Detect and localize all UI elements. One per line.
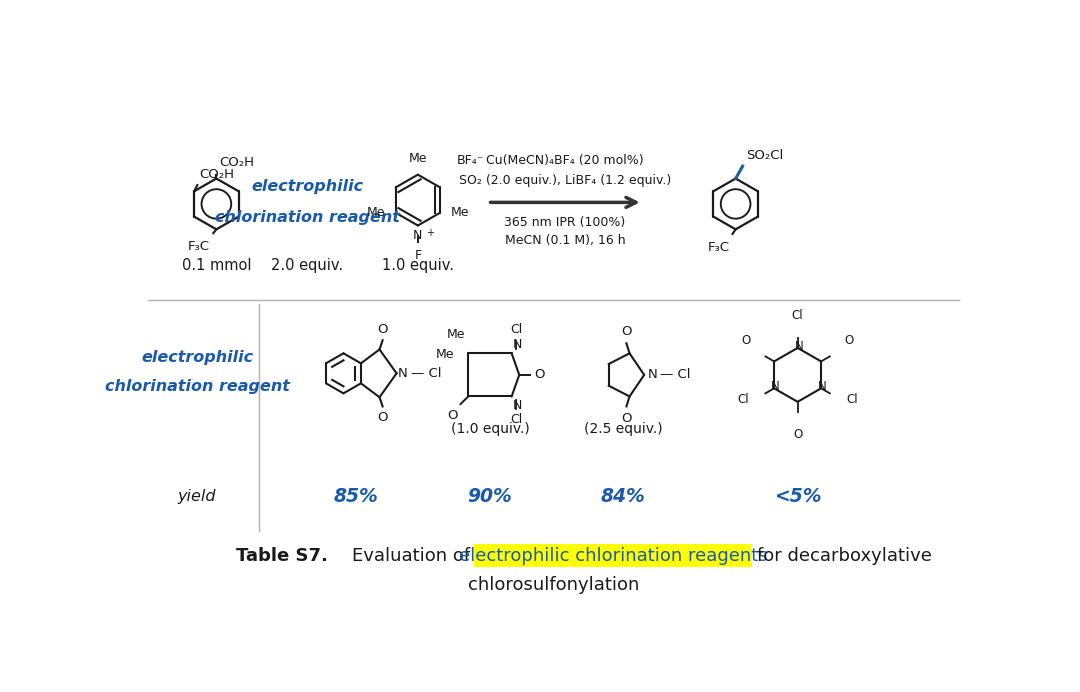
Text: Cl: Cl bbox=[510, 323, 523, 336]
Text: O: O bbox=[377, 322, 388, 336]
Text: F₃C: F₃C bbox=[707, 241, 729, 254]
Text: O: O bbox=[845, 334, 853, 347]
Text: SO₂ (2.0 equiv.), LiBF₄ (1.2 equiv.): SO₂ (2.0 equiv.), LiBF₄ (1.2 equiv.) bbox=[459, 174, 672, 188]
Text: 84%: 84% bbox=[600, 487, 646, 506]
Text: BF₄⁻: BF₄⁻ bbox=[457, 154, 484, 167]
Text: <5%: <5% bbox=[774, 487, 822, 506]
Text: electrophilic chlorination reagents: electrophilic chlorination reagents bbox=[459, 547, 768, 565]
Text: Cl: Cl bbox=[792, 309, 804, 322]
Text: Me: Me bbox=[447, 328, 465, 341]
Text: Me: Me bbox=[450, 206, 470, 219]
Text: O: O bbox=[535, 368, 545, 381]
Text: Cl: Cl bbox=[738, 393, 750, 406]
Text: F₃C: F₃C bbox=[188, 240, 211, 253]
Text: Evaluation of: Evaluation of bbox=[352, 547, 470, 565]
Text: O: O bbox=[793, 428, 802, 441]
Text: SO₂Cl: SO₂Cl bbox=[745, 149, 783, 161]
Text: yield: yield bbox=[178, 489, 216, 504]
Text: 1.0 equiv.: 1.0 equiv. bbox=[382, 258, 454, 273]
Text: Cl: Cl bbox=[510, 413, 523, 426]
Text: Cu(MeCN)₄BF₄ (20 mol%): Cu(MeCN)₄BF₄ (20 mol%) bbox=[486, 154, 644, 167]
Text: +: + bbox=[426, 228, 434, 238]
Text: (1.0 equiv.): (1.0 equiv.) bbox=[450, 421, 529, 436]
Text: — Cl: — Cl bbox=[660, 368, 690, 381]
Text: N: N bbox=[795, 340, 804, 353]
Text: O: O bbox=[621, 325, 632, 338]
FancyBboxPatch shape bbox=[474, 545, 752, 567]
Text: N: N bbox=[513, 338, 523, 351]
Text: Me: Me bbox=[408, 152, 427, 165]
Text: 85%: 85% bbox=[334, 487, 378, 506]
Text: O: O bbox=[742, 334, 751, 347]
Text: O: O bbox=[377, 411, 388, 424]
Text: (2.5 equiv.): (2.5 equiv.) bbox=[584, 421, 662, 436]
Text: 365 nm IPR (100%): 365 nm IPR (100%) bbox=[504, 216, 625, 229]
Text: Me: Me bbox=[436, 348, 455, 361]
Text: F: F bbox=[415, 248, 421, 262]
Text: N: N bbox=[771, 381, 780, 393]
Text: CO₂H: CO₂H bbox=[199, 168, 234, 181]
Text: N: N bbox=[819, 381, 827, 393]
Text: O: O bbox=[621, 412, 632, 425]
Text: N: N bbox=[414, 228, 422, 242]
Text: CO₂H: CO₂H bbox=[219, 156, 255, 170]
Text: N: N bbox=[397, 367, 407, 380]
Text: Me: Me bbox=[366, 206, 384, 219]
Text: chlorination reagent: chlorination reagent bbox=[105, 379, 289, 394]
Text: 0.1 mmol: 0.1 mmol bbox=[181, 258, 252, 273]
Text: chlorosulfonylation: chlorosulfonylation bbox=[468, 576, 639, 594]
Text: electrophilic: electrophilic bbox=[251, 179, 363, 194]
Text: chlorination reagent: chlorination reagent bbox=[215, 210, 400, 226]
Text: for decarboxylative: for decarboxylative bbox=[757, 547, 931, 565]
Text: Table S7.: Table S7. bbox=[235, 547, 327, 565]
Text: N: N bbox=[513, 399, 523, 412]
Text: O: O bbox=[447, 409, 458, 421]
Text: MeCN (0.1 M), 16 h: MeCN (0.1 M), 16 h bbox=[504, 235, 625, 248]
Text: 2.0 equiv.: 2.0 equiv. bbox=[271, 258, 343, 273]
Text: N: N bbox=[647, 368, 657, 381]
Text: Cl: Cl bbox=[846, 393, 858, 406]
Text: — Cl: — Cl bbox=[410, 367, 441, 380]
Text: electrophilic: electrophilic bbox=[140, 350, 253, 365]
Text: 90%: 90% bbox=[468, 487, 512, 506]
